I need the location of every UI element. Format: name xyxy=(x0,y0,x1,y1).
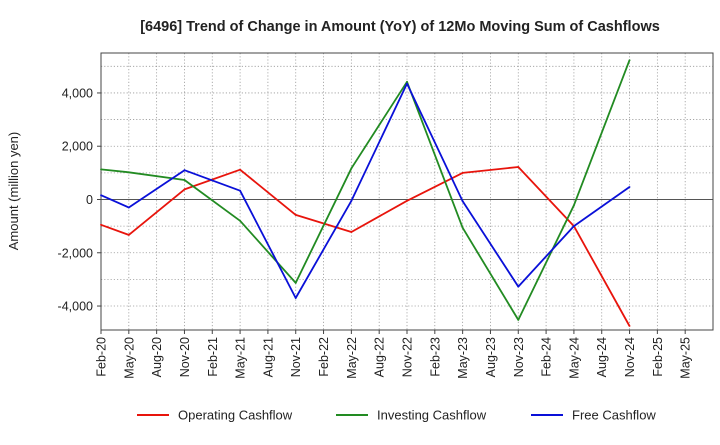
legend: Operating Cashflow Investing Cashflow Free… xyxy=(137,408,656,423)
x-tick-label: Aug-23 xyxy=(484,337,498,377)
data-point xyxy=(517,318,520,321)
chart-title: [6496] Trend of Change in Amount (YoY) o… xyxy=(140,19,660,35)
x-tick-label: May-25 xyxy=(679,337,693,379)
x-tick-label: May-23 xyxy=(456,337,470,379)
x-tick-label: Feb-21 xyxy=(206,337,220,377)
y-tick-label: -4,000 xyxy=(58,300,93,314)
x-tick-label: Aug-20 xyxy=(150,337,164,377)
x-tick-label: Aug-22 xyxy=(373,337,387,377)
data-point xyxy=(406,82,408,85)
data-point xyxy=(461,226,464,229)
x-tick-label: Aug-24 xyxy=(595,337,609,377)
data-point xyxy=(628,186,631,188)
x-tick-label: Feb-25 xyxy=(651,337,665,377)
data-point xyxy=(628,59,631,62)
x-tick-label: Nov-23 xyxy=(512,337,526,377)
x-tick-label: Feb-24 xyxy=(540,337,554,377)
data-point xyxy=(294,214,297,216)
y-tick-label: 0 xyxy=(86,193,93,207)
x-tick-label: Nov-22 xyxy=(401,337,415,377)
data-point xyxy=(127,171,130,174)
data-point xyxy=(239,168,241,171)
y-tick-label: 2,000 xyxy=(62,140,93,154)
x-tick-label: Feb-23 xyxy=(428,337,442,377)
data-point xyxy=(517,166,520,168)
x-tick-label: May-20 xyxy=(122,337,136,379)
x-tick-label: Nov-21 xyxy=(289,337,303,377)
x-tick-label: May-22 xyxy=(345,337,359,379)
series-line-free-cashflow xyxy=(100,82,631,299)
legend-label: Operating Cashflow xyxy=(178,408,293,423)
x-tick-label: May-24 xyxy=(567,337,581,379)
data-point xyxy=(517,285,520,288)
data-point xyxy=(127,234,130,236)
y-tick-label: 4,000 xyxy=(62,86,93,100)
data-point xyxy=(239,189,241,192)
data-point xyxy=(100,194,102,197)
data-point xyxy=(294,297,297,299)
data-point xyxy=(294,281,297,284)
data-point xyxy=(183,169,186,172)
series-line-investing-cashflow xyxy=(100,59,631,321)
axis-layer: -4,000 -2,000 0 2,000 4,000 Feb-20 May-20 Aug-2… xyxy=(58,52,714,379)
series-layer xyxy=(100,59,631,327)
series-line-operating-cashflow xyxy=(100,166,631,327)
x-tick-label: Nov-24 xyxy=(623,337,637,377)
data-point xyxy=(100,223,102,226)
x-tick-label: Aug-21 xyxy=(261,337,275,377)
x-tick-label: May-21 xyxy=(234,337,248,379)
data-point xyxy=(239,219,241,222)
data-point xyxy=(628,325,631,327)
x-tick-label: Feb-20 xyxy=(95,337,109,377)
legend-label: Free Cashflow xyxy=(572,408,656,423)
data-point xyxy=(350,167,353,170)
data-point xyxy=(461,171,464,174)
data-point xyxy=(183,188,186,191)
data-point xyxy=(350,231,353,233)
data-point xyxy=(350,199,353,202)
x-tick-label: Feb-22 xyxy=(317,337,331,377)
data-point xyxy=(100,168,102,171)
data-point xyxy=(573,204,575,207)
grid-layer xyxy=(100,53,714,330)
y-tick-label: -2,000 xyxy=(58,246,93,260)
y-axis-label: Amount (million yen) xyxy=(6,132,21,251)
data-point xyxy=(461,200,464,202)
data-point xyxy=(573,225,575,228)
data-point xyxy=(406,199,408,202)
legend-label: Investing Cashflow xyxy=(377,408,487,423)
data-point xyxy=(183,179,186,181)
data-point xyxy=(406,80,408,83)
x-tick-label: Nov-20 xyxy=(178,337,192,377)
data-point xyxy=(127,206,130,209)
